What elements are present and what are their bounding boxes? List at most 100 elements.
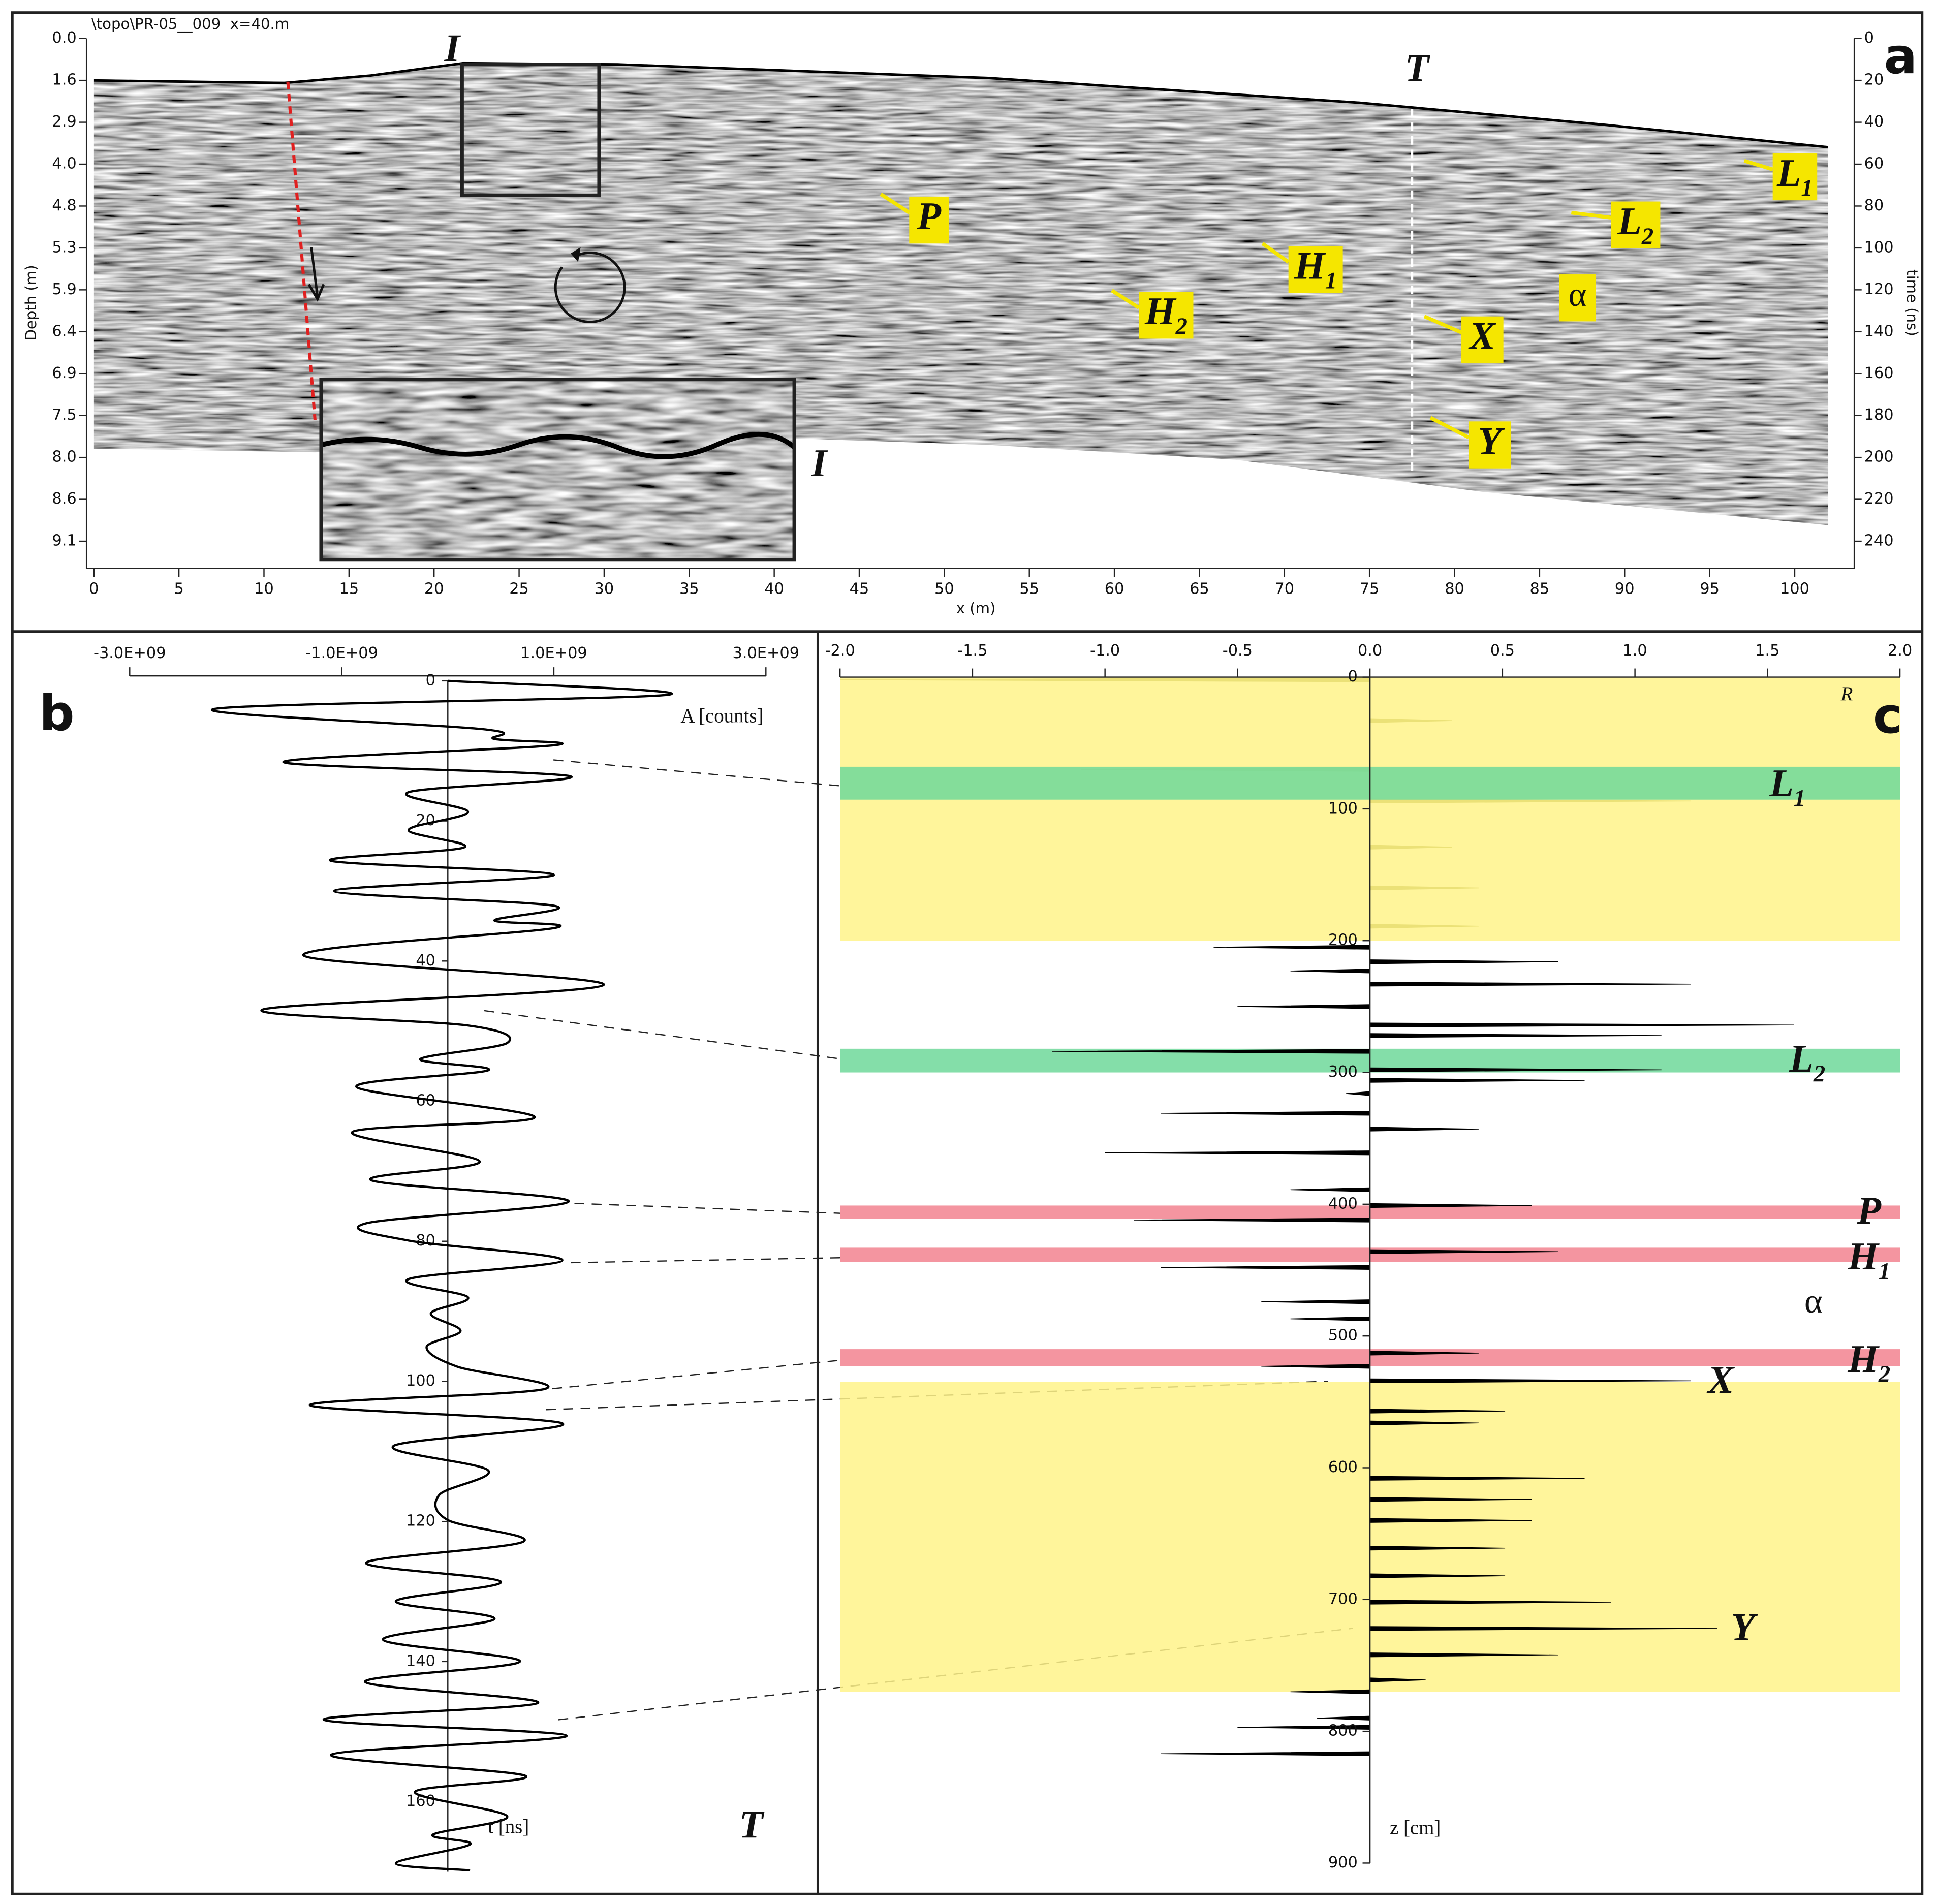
- y-tick-label: 4.8: [52, 197, 76, 214]
- zoom-box: [460, 63, 601, 198]
- y-tick-label: 7.5: [52, 406, 76, 424]
- annotation-sub: 1: [1801, 175, 1813, 201]
- spike: [1261, 1299, 1370, 1304]
- y-tick-label: 200: [1328, 931, 1358, 949]
- spike: [1161, 1265, 1370, 1270]
- x-tick-label: 80: [1445, 580, 1464, 598]
- y-axis-label: z [cm]: [1390, 1817, 1441, 1839]
- fault-line: [286, 81, 317, 421]
- y2-tick-label: 0: [1864, 29, 1874, 47]
- x-tick-label: -1.5: [957, 642, 987, 660]
- y-tick-label: 100: [406, 1372, 435, 1390]
- y-tick-label: 0: [1348, 668, 1357, 685]
- label-box: [1288, 246, 1343, 293]
- x-tick-label: 35: [679, 580, 699, 598]
- y-tick-label: 140: [406, 1652, 435, 1670]
- annotation: L2: [1617, 199, 1653, 249]
- y-tick-label: 4.0: [52, 155, 76, 173]
- annotation: Y: [1478, 419, 1505, 462]
- x-axis-label: x (m): [956, 600, 996, 617]
- y2-tick-label: 200: [1864, 448, 1894, 466]
- label-box: [909, 196, 949, 244]
- spike: [1161, 1751, 1370, 1756]
- rotation-arrow: [554, 251, 626, 323]
- x-tick-label: 85: [1530, 580, 1550, 598]
- inset-frame: [319, 378, 796, 562]
- annotation-sub: 2: [1641, 223, 1653, 249]
- annotation: α: [1804, 1282, 1823, 1320]
- annotation: P: [916, 194, 941, 238]
- x-tick-label: -1.0E+09: [305, 644, 378, 662]
- annotation-main: L: [1789, 1037, 1814, 1080]
- y-tick-label: 20: [416, 811, 435, 829]
- x-axis-label: R: [1840, 683, 1853, 705]
- annotation: H1: [1294, 243, 1337, 294]
- spike: [1346, 1091, 1370, 1096]
- annotation: I: [444, 26, 461, 70]
- y-tick-label: 6.9: [52, 364, 76, 382]
- spike: [1317, 1715, 1370, 1721]
- y2-tick-label: 80: [1864, 197, 1884, 214]
- spike: [1105, 1150, 1370, 1156]
- y2-tick-label: 240: [1864, 532, 1894, 550]
- y-tick-label: 120: [406, 1512, 435, 1530]
- y2-tick-label: 100: [1864, 238, 1894, 256]
- spike: [1369, 1033, 1662, 1038]
- annotation: H1: [1847, 1234, 1890, 1285]
- y-tick-label: 8.0: [52, 448, 76, 466]
- pointer: [1571, 210, 1611, 220]
- y-tick-label: 300: [1328, 1063, 1358, 1081]
- pointer: [1261, 242, 1290, 264]
- label-box: [1469, 421, 1511, 469]
- pointer: [1423, 315, 1462, 334]
- annotation-main: L: [1769, 761, 1794, 805]
- spike: [1369, 959, 1558, 964]
- annotation-sub: 1: [1879, 1258, 1890, 1285]
- axes: [85, 38, 1855, 569]
- y-tick-label: 800: [1328, 1722, 1358, 1740]
- panel-letter: c: [1873, 687, 1902, 744]
- y-tick-label: 5.9: [52, 280, 76, 298]
- y-axis-label: Depth (m): [22, 265, 40, 340]
- spike: [1369, 1127, 1479, 1132]
- spike: [1290, 1316, 1370, 1322]
- y-tick-label: 700: [1328, 1590, 1358, 1608]
- annotation: α: [1569, 275, 1587, 314]
- label-box: [1461, 316, 1504, 364]
- y2-tick-label: 160: [1864, 364, 1894, 382]
- x-tick-label: 1.5: [1755, 642, 1779, 660]
- x-tick-label: -0.5: [1223, 642, 1253, 660]
- x-tick-label: -2.0: [825, 642, 855, 660]
- x-tick-label: 100: [1780, 580, 1809, 598]
- annotation: L2: [1789, 1037, 1825, 1087]
- y2-tick-label: 220: [1864, 490, 1894, 508]
- panel-letter: b: [39, 684, 75, 742]
- x-tick-label: 0.0: [1358, 642, 1382, 660]
- spike: [1369, 1078, 1585, 1083]
- spike: [1369, 982, 1691, 987]
- x-tick-label: 45: [850, 580, 869, 598]
- x-tick-label: 70: [1274, 580, 1294, 598]
- pointer: [880, 192, 911, 214]
- pointer: [1429, 416, 1470, 440]
- annotation-main: L: [1776, 151, 1801, 195]
- pointer: [1743, 159, 1773, 171]
- y-tick-label: 80: [416, 1232, 435, 1250]
- x-tick-label: 0.5: [1490, 642, 1515, 660]
- x-tick-label: 75: [1360, 580, 1380, 598]
- annotation-main: H: [1144, 289, 1177, 333]
- y2-tick-label: 140: [1864, 322, 1894, 340]
- y2-tick-label: 40: [1864, 113, 1884, 131]
- x-tick-label: -1.0: [1090, 642, 1120, 660]
- x-tick-label: 95: [1700, 580, 1720, 598]
- annotation-sub: 1: [1794, 785, 1805, 811]
- annotation-sub: 1: [1325, 267, 1337, 294]
- annotation: H2: [1144, 289, 1188, 339]
- x-tick-label: 15: [339, 580, 359, 598]
- y2-tick-label: 180: [1864, 406, 1894, 424]
- y-tick-label: 6.4: [52, 322, 76, 340]
- x-axis-label: A [counts]: [680, 705, 763, 727]
- x-tick-label: 10: [254, 580, 274, 598]
- annotation-main: H: [1847, 1234, 1880, 1278]
- annotation: Y: [1731, 1605, 1759, 1648]
